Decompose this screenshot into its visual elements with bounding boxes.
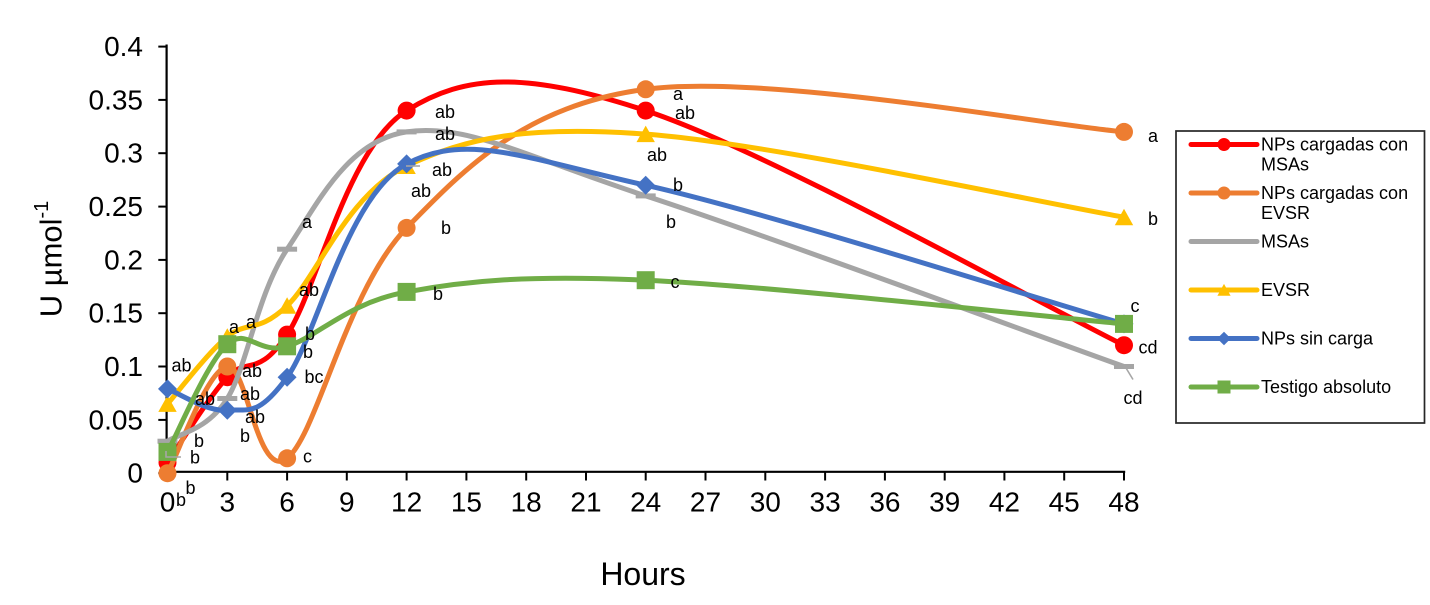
svg-text:a: a [229, 317, 240, 337]
svg-text:b: b [673, 175, 683, 195]
svg-text:6: 6 [279, 487, 295, 518]
svg-text:48: 48 [1108, 487, 1139, 518]
svg-text:MSAs: MSAs [1261, 232, 1309, 252]
svg-text:0.25: 0.25 [89, 191, 144, 222]
svg-text:0.05: 0.05 [89, 404, 144, 435]
svg-text:ab: ab [299, 280, 319, 300]
svg-text:b: b [666, 212, 676, 232]
svg-text:ab: ab [240, 384, 260, 404]
svg-text:EVSR: EVSR [1261, 280, 1310, 300]
svg-text:c: c [671, 272, 680, 292]
svg-text:ab: ab [435, 124, 455, 144]
svg-text:bc: bc [304, 367, 323, 387]
svg-text:9: 9 [339, 487, 355, 518]
svg-text:27: 27 [690, 487, 721, 518]
svg-text:cd: cd [1138, 338, 1157, 358]
svg-text:ab: ab [171, 356, 191, 376]
svg-text:3: 3 [220, 487, 236, 518]
svg-text:0.1: 0.1 [104, 351, 143, 382]
svg-text:18: 18 [511, 487, 542, 518]
svg-text:0: 0 [160, 487, 176, 518]
svg-text:b: b [194, 431, 204, 451]
svg-text:ab: ab [242, 361, 262, 381]
svg-text:36: 36 [869, 487, 900, 518]
svg-text:b: b [185, 478, 195, 498]
svg-text:ab: ab [245, 407, 265, 427]
svg-text:30: 30 [750, 487, 781, 518]
svg-text:c: c [303, 447, 312, 467]
svg-text:0.4: 0.4 [104, 31, 143, 62]
svg-text:Hours: Hours [600, 556, 685, 592]
svg-text:39: 39 [929, 487, 960, 518]
svg-text:cd: cd [1123, 388, 1142, 408]
svg-text:42: 42 [989, 487, 1020, 518]
svg-text:ab: ab [411, 181, 431, 201]
svg-text:b: b [190, 448, 200, 468]
svg-text:U µmol-1: U µmol-1 [31, 201, 69, 318]
svg-text:b: b [240, 426, 250, 446]
svg-text:33: 33 [810, 487, 841, 518]
svg-text:24: 24 [630, 487, 661, 518]
svg-text:EVSR: EVSR [1261, 203, 1310, 223]
svg-text:0: 0 [127, 458, 143, 489]
svg-text:Testigo absoluto: Testigo absoluto [1261, 377, 1391, 397]
svg-text:b: b [305, 324, 315, 344]
svg-text:a: a [1148, 126, 1159, 146]
svg-text:0.3: 0.3 [104, 138, 143, 169]
svg-text:NPs sin carga: NPs sin carga [1261, 329, 1374, 349]
svg-text:a: a [302, 212, 313, 232]
svg-text:0.35: 0.35 [89, 84, 144, 115]
svg-text:a: a [673, 84, 684, 104]
svg-text:ab: ab [435, 102, 455, 122]
svg-text:b: b [433, 284, 443, 304]
svg-text:b: b [176, 490, 186, 510]
svg-text:c: c [1131, 296, 1140, 316]
svg-text:15: 15 [451, 487, 482, 518]
svg-text:b: b [441, 218, 451, 238]
svg-text:21: 21 [570, 487, 601, 518]
svg-text:ab: ab [675, 103, 695, 123]
svg-text:0.15: 0.15 [89, 298, 144, 329]
svg-text:b: b [303, 342, 313, 362]
svg-text:NPs cargadas con: NPs cargadas con [1261, 135, 1408, 155]
svg-text:ab: ab [195, 389, 215, 409]
svg-text:ab: ab [647, 145, 667, 165]
svg-text:a: a [246, 312, 257, 332]
svg-text:MSAs: MSAs [1261, 155, 1309, 175]
svg-text:0.2: 0.2 [104, 244, 143, 275]
svg-text:12: 12 [391, 487, 422, 518]
svg-text:NPs cargadas con: NPs cargadas con [1261, 183, 1408, 203]
svg-text:b: b [1148, 209, 1158, 229]
svg-text:45: 45 [1049, 487, 1080, 518]
svg-text:ab: ab [432, 160, 452, 180]
